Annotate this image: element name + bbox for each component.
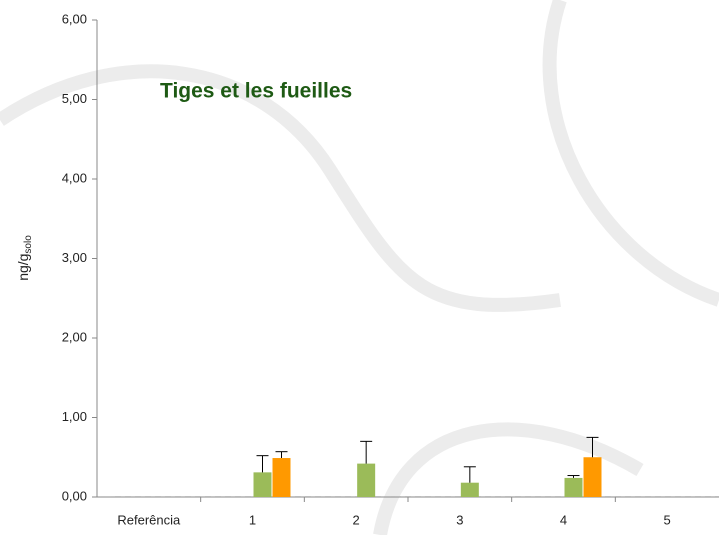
bar [564,477,583,497]
y-tick-label: 1,00 [62,409,87,424]
x-tick-label: 2 [353,512,360,527]
x-tick-label: Referência [117,512,181,527]
y-tick-label: 5,00 [62,91,87,106]
y-tick-label: 4,00 [62,170,87,185]
x-tick-label: 1 [249,512,256,527]
y-axis-label: ng/gsolo [15,235,34,281]
bar [583,457,602,497]
y-tick-label: 2,00 [62,329,87,344]
y-tick-label: 0,00 [62,488,87,503]
x-tick-label: 3 [456,512,463,527]
bar [253,472,272,497]
x-tick-label: 4 [560,512,567,527]
chart-title: Tiges et les fueilles [160,80,352,103]
y-tick-label: 6,00 [62,11,87,26]
x-tick-label: 5 [664,512,671,527]
bar [357,463,376,497]
y-label-main: ng/g [15,254,31,281]
y-label-sub: solo [23,235,34,254]
bar [272,458,291,497]
bar [460,482,479,497]
y-tick-label: 3,00 [62,250,87,265]
